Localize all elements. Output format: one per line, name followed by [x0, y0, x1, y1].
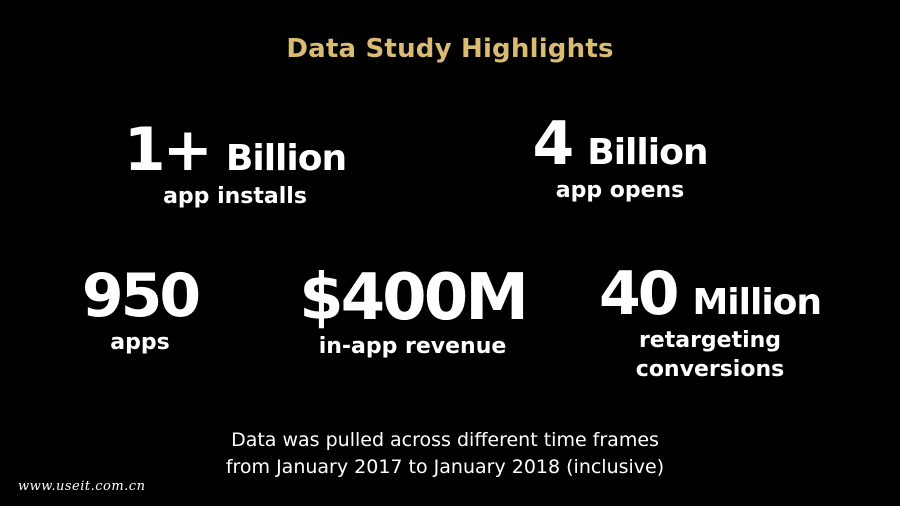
- stat-label-line: conversions: [635, 357, 785, 382]
- stat-unit: Billion: [587, 132, 708, 173]
- stat-value: 40 Million: [575, 264, 845, 324]
- stat-value: 950: [60, 266, 220, 326]
- stat-label-line: retargeting: [638, 328, 782, 353]
- stat-unit: Billion: [225, 138, 347, 179]
- page-title: Data Study Highlights: [286, 34, 614, 64]
- stat-number: 4: [532, 109, 575, 179]
- stat-apps: 950 apps: [60, 266, 220, 358]
- stat-label: in-app revenue: [318, 334, 507, 359]
- watermark: www.useit.com.cn: [18, 479, 146, 494]
- stat-number: $400M: [299, 261, 529, 335]
- stat-label: app installs: [163, 184, 307, 209]
- stat-value: 1+ Billion: [100, 120, 370, 180]
- stat-number: 950: [81, 261, 201, 331]
- footnote: Data was pulled across different time fr…: [0, 427, 890, 481]
- stat-unit: Million: [692, 282, 822, 323]
- stat-app-installs: 1+ Billion app installs: [100, 120, 370, 212]
- stat-app-opens: 4 Billion app opens: [500, 114, 740, 206]
- stat-label: retargeting conversions: [575, 326, 845, 384]
- stat-number: 1+: [123, 115, 213, 185]
- stat-number: 40: [598, 259, 679, 329]
- stat-label: app opens: [555, 178, 685, 203]
- stat-label: apps: [110, 330, 170, 355]
- footnote-line: Data was pulled across different time fr…: [231, 429, 659, 451]
- stat-value: 4 Billion: [500, 114, 740, 174]
- stat-value: $400M: [285, 266, 540, 330]
- footnote-line: from January 2017 to January 2018 (inclu…: [225, 456, 665, 478]
- stat-in-app-revenue: $400M in-app revenue: [285, 266, 540, 362]
- stat-retargeting-conversions: 40 Million retargeting conversions: [575, 264, 845, 384]
